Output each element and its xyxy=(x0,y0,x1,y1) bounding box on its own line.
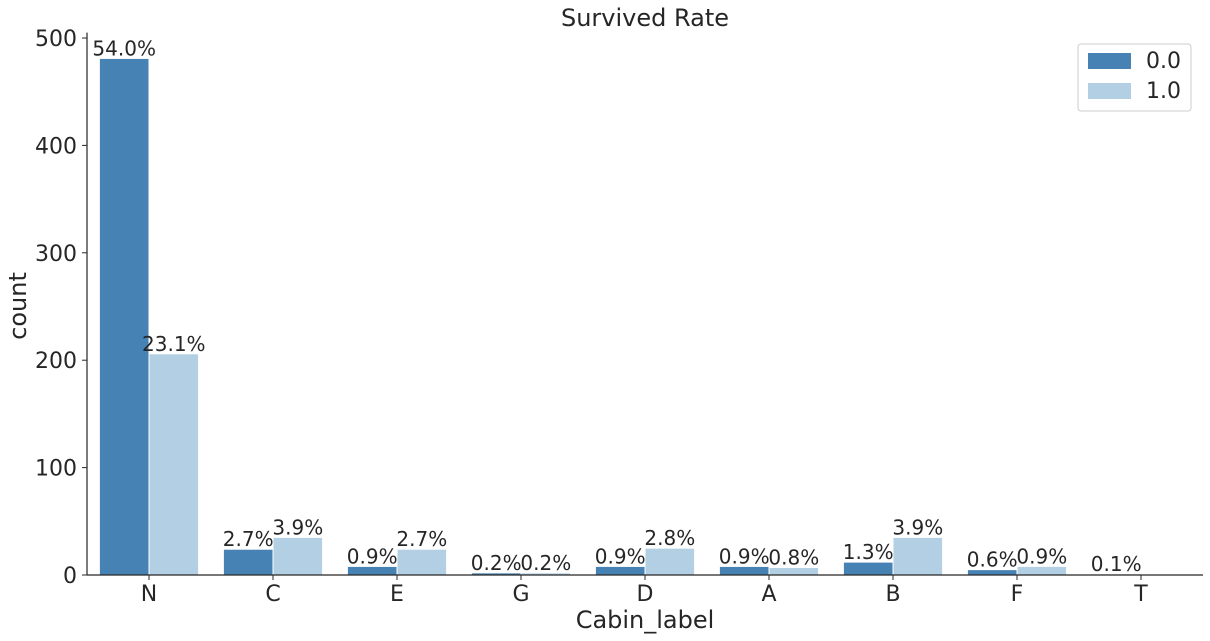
legend-swatch-series-1 xyxy=(1088,53,1131,69)
bar-c-series-1 xyxy=(222,548,274,576)
bar-value-label: 2.8% xyxy=(644,526,695,550)
axes-layer: N C E G D A B F T 0 100 200 300 400 500 xyxy=(35,27,1203,607)
y-tick-label: 500 xyxy=(35,27,77,52)
y-tick-label: 400 xyxy=(35,134,77,159)
legend-swatch-series-2 xyxy=(1088,83,1131,99)
bar-value-label: 3.9% xyxy=(892,515,943,539)
bar-value-label: 0.1% xyxy=(1091,552,1142,576)
bar-n-series-2 xyxy=(148,353,200,576)
bar-value-label: 0.2% xyxy=(471,551,522,575)
bar-b-series-2 xyxy=(892,536,944,576)
x-tick-label: F xyxy=(1011,582,1024,607)
x-tick-label: C xyxy=(265,582,280,607)
bar-e-series-2 xyxy=(396,548,448,576)
bar-c-series-2 xyxy=(272,536,324,576)
bar-value-label: 0.9% xyxy=(347,544,398,568)
x-tick-label: A xyxy=(761,582,776,607)
bar-value-label: 0.9% xyxy=(595,544,646,568)
y-tick-label: 300 xyxy=(35,242,77,267)
x-tick-label: B xyxy=(885,582,900,607)
bar-d-series-2 xyxy=(644,547,696,576)
bar-value-label: 0.2% xyxy=(520,551,571,575)
bar-value-label: 0.6% xyxy=(967,548,1018,572)
bar-value-label: 1.3% xyxy=(843,540,894,564)
x-tick-label: E xyxy=(390,582,404,607)
bar-value-label: 0.9% xyxy=(719,544,770,568)
bar-labels-layer: 54.0%23.1%2.7%3.9%0.9%2.7%0.2%0.2% 0.9%2.… xyxy=(92,36,1141,576)
x-tick-label: D xyxy=(637,582,654,607)
x-axis-label: Cabin_label xyxy=(576,606,715,634)
bar-value-label: 54.0% xyxy=(92,36,156,60)
y-tick-label: 0 xyxy=(63,564,77,589)
y-axis-label: count xyxy=(4,272,32,340)
x-tick-label: N xyxy=(141,582,157,607)
x-tick-label: T xyxy=(1133,582,1148,607)
bar-value-label: 2.7% xyxy=(396,527,447,551)
bar-value-label: 23.1% xyxy=(142,332,206,356)
bar-value-label: 0.9% xyxy=(1016,544,1067,568)
legend-label-series-2: 1.0 xyxy=(1146,79,1181,104)
x-tick-label: G xyxy=(512,582,529,607)
legend-label-series-1: 0.0 xyxy=(1146,49,1181,74)
y-tick-label: 100 xyxy=(35,457,77,482)
bar-n-series-1 xyxy=(98,57,150,576)
bar-value-label: 2.7% xyxy=(223,527,274,551)
bars-layer xyxy=(98,57,1142,576)
bar-value-label: 3.9% xyxy=(272,515,323,539)
legend: 0.01.0 xyxy=(1077,43,1192,112)
chart-title: Survived Rate xyxy=(561,4,729,32)
y-tick-label: 200 xyxy=(35,349,77,374)
bar-value-label: 0.8% xyxy=(768,545,819,569)
